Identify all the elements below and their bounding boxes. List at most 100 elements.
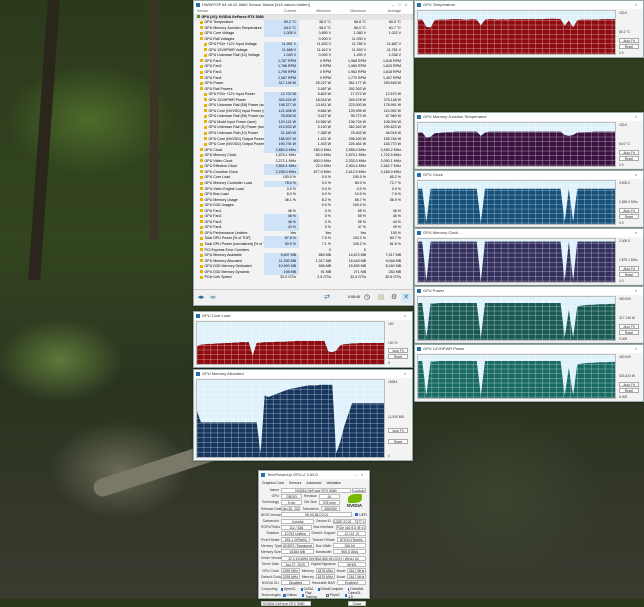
sensor-row[interactable]: GPU Fan4 1,367 RPM 0 RPM 1,770 RPM 1,407 RPM [194, 75, 413, 82]
close-icon[interactable]: × [403, 371, 410, 376]
report-icon[interactable]: ▤ [377, 294, 385, 301]
sensor-row[interactable]: GPU Fan3 1,795 RPM 0 RPM 1,962 RPM 1,618 RPM [194, 70, 413, 76]
checkbox[interactable] [344, 593, 348, 597]
sensor-row[interactable]: GPU Fan2 1,766 RPM 0 RPM 1,960 RPM 1,610 RPM [194, 64, 413, 71]
settings-icon[interactable]: ⚙ [390, 294, 398, 301]
sensor-row[interactable]: GPU Memory Controller Load 78.0 % 0.0 % 80.… [194, 180, 413, 187]
auto-fit-button[interactable]: Auto Fit [388, 427, 408, 433]
reset-button[interactable]: Reset [619, 388, 639, 394]
sensor-row[interactable]: GPU PCIe +12V Input Power 12.702 W 5.820 W… [194, 92, 413, 98]
sensor-row[interactable]: GPU Effective Clock 2,804.1 MHz 22.0 MHz 2,… [194, 164, 413, 170]
close-icon[interactable]: × [403, 313, 410, 318]
reset-button[interactable]: Reset [619, 156, 639, 162]
sensor-row[interactable]: GPU Unknown Rail (E6) Power (sum) 78.008 … [194, 114, 413, 120]
sensor-row[interactable]: GPU Fan2 46 % 0 % 55 % 46 % [194, 214, 413, 220]
reset-button[interactable]: Reset [619, 272, 639, 278]
checkbox[interactable] [325, 593, 329, 597]
sensor-row[interactable]: GPU D3D Usages 0.0 % 100.0 % [194, 203, 413, 209]
sensor-row[interactable]: GPU Unknown Rail (E6) Power (sum) 198.377… [194, 103, 413, 109]
sensor-row[interactable]: GPU D3D Memory Dynamic 198 MB 91 MB 271 MB 2… [194, 269, 413, 276]
close-icon[interactable]: × [634, 230, 641, 235]
sensor-row[interactable]: GPU Mvdd Input Power (sum) 120.141 W 10.56… [194, 119, 413, 126]
sensor-row[interactable]: GPU Temperature 60.2 °C 38.0 °C 66.8 °C 60.5… [194, 20, 413, 26]
sensor-row[interactable]: PCI Express Error Counters 0 0 [194, 248, 413, 254]
sensor-row[interactable]: GPU 12VHPWR Power 303.424 W 18.018 W 349.47… [194, 97, 413, 104]
sensor-row[interactable]: GPU Performance Limiters Yes Yes Yes 100 % [194, 231, 413, 237]
sensor-row[interactable]: GPU Memory Usage 46.1 % 8.2 % 56.7 % 56.9 % [194, 198, 413, 204]
sensor-row[interactable]: GPU Video Clock 2,272.1 MHz 600.0 MHz 2,332… [194, 159, 413, 165]
close-icon[interactable]: × [634, 114, 641, 119]
sensor-row[interactable]: GPU Fan1 1,767 RPM 0 RPM 1,968 RPM 1,616 RPM [194, 58, 413, 65]
auto-fit-button[interactable]: Auto Fit [619, 323, 639, 329]
sensor-row[interactable]: GPU Unknown Rail (10) Voltage 1.040 V 0.00… [194, 53, 413, 59]
auto-fit-button[interactable]: Auto Fit [619, 37, 639, 43]
sensor-row[interactable]: GPU Fan1 46 % 0 % 55 % 46 % [194, 209, 413, 215]
sensor-row[interactable]: GPU Core (NVVDD) Output Power 190.791 W 1.… [194, 142, 413, 148]
auto-fit-button[interactable]: Auto Fit [619, 265, 639, 271]
sensor-row[interactable]: GPU Core Voltage 1.005 V 0.890 V 1.080 V 1.0… [194, 31, 413, 37]
close-button[interactable]: Close [348, 600, 366, 606]
sensor-row[interactable]: Total GPU Power (normalized) [% of TDP]9… [194, 241, 413, 248]
reset-button[interactable]: Reset [619, 214, 639, 220]
sensor-row[interactable]: GPU Core Load 100.0 % 0.0 % 100.0 % 85.2 % [194, 175, 413, 181]
checkbox[interactable] [318, 587, 320, 591]
sensor-row[interactable]: GPU Memory Available 5,837 MB 860 MB 14,672… [194, 253, 413, 259]
auto-fit-button[interactable]: Auto Fit [619, 381, 639, 387]
reset-button[interactable]: Reset [388, 354, 408, 360]
sensor-row[interactable]: PCIe Link Speed 32.0 GT/s 2.5 GT/s 32.0 GT/… [194, 275, 413, 281]
clock-icon[interactable]: ◷ [363, 294, 371, 301]
sensor-row[interactable]: GPU Memory Junction Temperature 64.0 °C 38… [194, 25, 413, 32]
network-icon[interactable]: ⇄ [324, 294, 330, 301]
auto-fit-button[interactable]: Auto Fit [619, 207, 639, 213]
arrows-icon[interactable]: ◂▸ [209, 294, 217, 301]
sensor-row[interactable]: GPU Memory Allocated 11,930 MB 1,317 MB 15,… [194, 258, 413, 265]
col-current[interactable]: Current [284, 9, 296, 13]
col-minimum[interactable]: Minimum [316, 9, 331, 13]
window-controls[interactable]: –□× [392, 2, 411, 7]
close-icon[interactable]: × [634, 2, 641, 7]
window-controls[interactable]: –× [354, 472, 367, 477]
sensor-row[interactable]: GPU Bus Load 8.0 % 0.0 % 10.0 % 7.6 % [194, 192, 413, 198]
reset-button[interactable]: Reset [388, 439, 408, 445]
sensor-row[interactable]: GPU Fan3 46 % 0 % 55 % 44 % [194, 219, 413, 226]
sensor-row[interactable]: GPU Power 317.146 W 25.227 W 361.177 W 290.6… [194, 81, 413, 87]
reset-button[interactable]: Reset [619, 330, 639, 336]
arrows-icon[interactable]: ◂▸ [197, 294, 205, 301]
auto-fit-button[interactable]: Auto Fit [619, 149, 639, 155]
sensor-row[interactable]: GPU D3D Memory Dedicated 10,900 MB 658 MB 1… [194, 264, 413, 270]
checkbox[interactable] [283, 593, 286, 597]
col-maximum[interactable]: Maximum [350, 9, 366, 13]
auto-fit-button[interactable]: Auto Fit [388, 348, 408, 354]
sensor-row[interactable]: GPU Rail Voltages 0.000 V 11.930 V [194, 37, 413, 43]
sensor-row[interactable]: GPU 12VHPWR Voltage 11.668 V 11.612 V 11.93… [194, 47, 413, 54]
close-icon[interactable]: × [634, 346, 641, 351]
checkbox[interactable] [301, 587, 303, 591]
close-icon[interactable]: × [634, 172, 641, 177]
sensor-row[interactable]: GPU Memory Clock 1,875.1 MHz 50.0 MHz 1,875… [194, 153, 413, 159]
sensor-row[interactable]: GPU Video Engine Load 0.0 % 0.0 % 0.0 % 0.0 … [194, 187, 413, 193]
close-icon[interactable]: × [634, 288, 641, 293]
sensor-row[interactable]: GPU PCIe +12V Input Voltage 11.951 V 11.63… [194, 42, 413, 48]
col-average[interactable]: Average [387, 9, 401, 13]
tab-graphics-card[interactable]: Graphics Card [262, 481, 284, 485]
sensor-row[interactable]: Total GPU Power [% of TDP] 87.8 % 7.5 % 103… [194, 236, 413, 242]
checkbox[interactable] [348, 587, 350, 591]
sensor-row[interactable]: GPU Unknown Rail (D) Power (sum) 213.203 … [194, 125, 413, 132]
sensor-row[interactable]: GPU Crossbar Clock 2,235.0 MHz 877.0 MHz 2,… [194, 169, 413, 176]
gpu-select[interactable]: NVIDIA GeForce RTX 5080 [261, 600, 311, 606]
col-sensor[interactable]: Sensor [197, 9, 209, 13]
checkbox[interactable] [281, 587, 283, 591]
close-sensors-icon[interactable]: ✕ [401, 293, 411, 303]
sensor-list[interactable]: GPU [#0]: NVIDIA GeForce RTX 5080 GPU Tem… [194, 14, 413, 281]
reset-button[interactable]: Reset [619, 44, 639, 50]
sensor-row[interactable]: GPU Rail Powers 3.487 W 392.302 W [194, 87, 413, 93]
sensor-row[interactable]: GPU Core (NVVDD) Input Power (sum)121.40… [194, 108, 413, 115]
sensor-row[interactable]: GPU Core (NVVDD) Output Power 185.007 W 1.… [194, 136, 413, 143]
sensor-row[interactable]: GPU Unknown Rail (10) Power 21.440 W 7.385… [194, 131, 413, 137]
sensor-row[interactable]: GPU [#0]: NVIDIA GeForce RTX 5080 [194, 14, 413, 21]
tab-validation[interactable]: Validation [326, 481, 342, 485]
tab-sensors[interactable]: Sensors [288, 481, 302, 485]
lookup-button[interactable]: Lookup [352, 487, 366, 493]
checkbox[interactable] [301, 593, 305, 597]
sensor-row[interactable]: GPU Clock 2,850.0 MHz 180.0 MHz 2,955.0 MHz… [194, 147, 413, 154]
